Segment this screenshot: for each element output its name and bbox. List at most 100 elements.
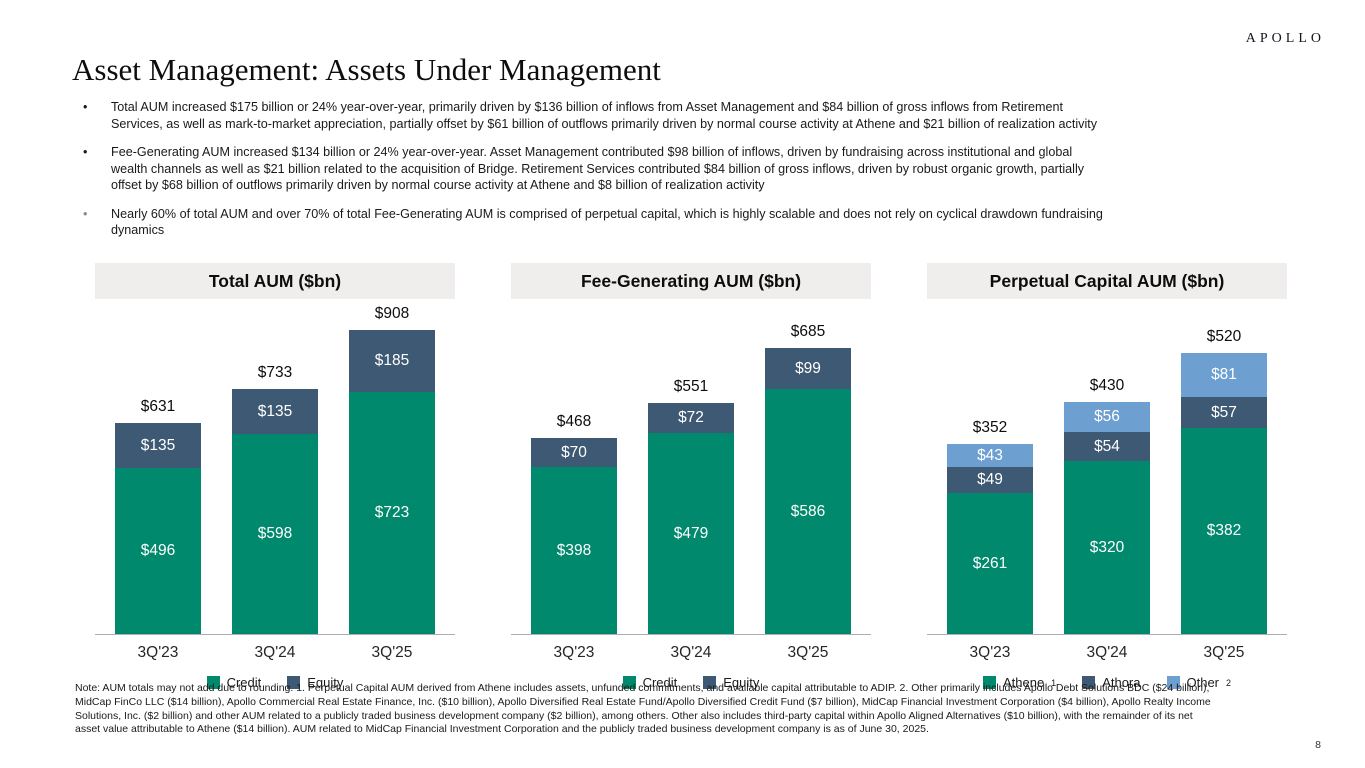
- bar-segment-credit: $496: [115, 468, 201, 634]
- bullet-text-fee-generating-aum: Fee-Generating AUM increased $134 billio…: [111, 145, 1085, 192]
- bar-segment-equity: $135: [115, 423, 201, 468]
- charts-row: Total AUM ($bn) $631 $135 $496 $733 $135 $598 $…: [95, 263, 1287, 690]
- chart-title: Total AUM ($bn): [95, 263, 455, 299]
- legend-label: Other: [1186, 675, 1220, 690]
- bullet-text-perpetual-capital: Nearly 60% of total AUM and over 70% of …: [111, 206, 1103, 238]
- page-title: Asset Management: Assets Under Managemen…: [72, 52, 661, 87]
- chart-2: Perpetual Capital AUM ($bn) $352 $43 $49 $26…: [927, 263, 1287, 690]
- apollo-logo: APOLLO: [1245, 31, 1325, 46]
- legend-swatch: [982, 676, 996, 689]
- legend-label: Athene: [1002, 675, 1045, 690]
- legend-swatch: [206, 676, 220, 689]
- legend-item-athora: Athora: [1082, 675, 1141, 690]
- bar-total-label: $520: [1206, 328, 1242, 345]
- page-number: 8: [1315, 739, 1321, 751]
- x-tick-label: 3Q'24: [254, 644, 296, 661]
- plot-area: $631 $135 $496 $733 $135 $598 $908 $185 $723: [95, 299, 455, 635]
- legend: Athene 1 Athora Other 2: [927, 675, 1287, 690]
- bar-total-label: $430: [1089, 377, 1125, 394]
- legend-label: Equity: [723, 675, 760, 690]
- bar-segment-athene: $382: [1181, 428, 1267, 634]
- bar-total-label: $733: [257, 364, 293, 381]
- bar-column: $685 $99 $586: [765, 323, 851, 634]
- legend: Credit Equity: [511, 675, 871, 690]
- bar-column: $733 $135 $598: [232, 364, 318, 634]
- plot-area: $352 $43 $49 $261 $430 $56 $54 $320 $520 $81 $57 $3…: [927, 299, 1287, 635]
- bar-segment-equity: $99: [765, 348, 851, 389]
- bar-total-label: $352: [972, 419, 1008, 436]
- bar-segment-equity: $72: [648, 403, 734, 433]
- bullet-marker: •: [83, 206, 88, 221]
- bar-total-label: $631: [140, 398, 176, 415]
- legend-label: Athora: [1102, 675, 1141, 690]
- bar-segment-athora: $49: [947, 467, 1033, 493]
- bar-segment-other: $43: [947, 444, 1033, 467]
- x-tick-label: 3Q'24: [1086, 644, 1128, 661]
- chart-0: Total AUM ($bn) $631 $135 $496 $733 $135 $598 $…: [95, 263, 455, 690]
- bar-segment-athene: $261: [947, 493, 1033, 634]
- legend-item-equity: Equity: [703, 675, 759, 690]
- legend-swatch: [1082, 676, 1096, 689]
- bar-total-label: $908: [374, 305, 410, 322]
- legend-swatch: [703, 676, 717, 689]
- legend-item-athene: Athene 1: [982, 675, 1056, 690]
- bullet-item: • Fee-Generating AUM increased $134 bill…: [78, 144, 1298, 194]
- bullet-item: • Total AUM increased $175 billion or 24…: [78, 99, 1298, 132]
- x-axis-labels: 3Q'23 3Q'24 3Q'25: [95, 644, 455, 662]
- legend-swatch: [1166, 676, 1180, 689]
- bullet-list: • Total AUM increased $175 billion or 24…: [78, 99, 1298, 239]
- bar-segment-athora: $54: [1064, 432, 1150, 461]
- footnote: Note: AUM totals may not add due to roun…: [75, 682, 1211, 736]
- legend-label: Equity: [307, 675, 344, 690]
- bar-column: $520 $81 $57 $382: [1181, 328, 1267, 634]
- chart-title: Perpetual Capital AUM ($bn): [927, 263, 1287, 299]
- x-tick-label: 3Q'25: [787, 644, 829, 661]
- x-axis-labels: 3Q'23 3Q'24 3Q'25: [927, 644, 1287, 662]
- x-tick-label: 3Q'23: [553, 644, 595, 661]
- legend-item-equity: Equity: [287, 675, 343, 690]
- bar-segment-equity: $185: [349, 330, 435, 392]
- legend-label: Credit: [642, 675, 678, 690]
- x-tick-label: 3Q'24: [670, 644, 712, 661]
- bullet-item: • Nearly 60% of total AUM and over 70% o…: [78, 206, 1298, 239]
- bar-segment-other: $56: [1064, 402, 1150, 432]
- legend-swatch: [287, 676, 301, 689]
- bar-column: $631 $135 $496: [115, 398, 201, 634]
- chart-title: Fee-Generating AUM ($bn): [511, 263, 871, 299]
- x-tick-label: 3Q'25: [1203, 644, 1245, 661]
- bar-column: $352 $43 $49 $261: [947, 419, 1033, 634]
- bar-segment-credit: $398: [531, 467, 617, 634]
- bullet-text-total-aum: Total AUM increased $175 billion or 24% …: [111, 100, 1098, 131]
- legend: Credit Equity: [95, 675, 455, 690]
- bullet-marker: •: [83, 145, 88, 159]
- legend-swatch: [622, 676, 636, 689]
- bar-total-label: $551: [673, 378, 709, 395]
- bar-column: $551 $72 $479: [648, 378, 734, 634]
- bar-segment-athene: $320: [1064, 461, 1150, 634]
- bar-segment-credit: $598: [232, 434, 318, 634]
- x-axis-labels: 3Q'23 3Q'24 3Q'25: [511, 644, 871, 662]
- bar-segment-other: $81: [1181, 353, 1267, 397]
- bar-total-label: $685: [790, 323, 826, 340]
- bar-column: $908 $185 $723: [349, 305, 435, 634]
- bar-segment-equity: $135: [232, 389, 318, 434]
- legend-item-other: Other 2: [1166, 675, 1231, 690]
- x-tick-label: 3Q'23: [969, 644, 1011, 661]
- legend-label: Credit: [226, 675, 262, 690]
- x-tick-label: 3Q'25: [371, 644, 413, 661]
- bullet-marker: •: [83, 100, 88, 114]
- bar-total-label: $468: [556, 413, 592, 430]
- bar-segment-credit: $586: [765, 389, 851, 634]
- plot-area: $468 $70 $398 $551 $72 $479 $685 $99 $586: [511, 299, 871, 635]
- bar-column: $430 $56 $54 $320: [1064, 377, 1150, 634]
- bar-segment-credit: $479: [648, 433, 734, 634]
- legend-item-credit: Credit: [206, 675, 262, 690]
- bar-column: $468 $70 $398: [531, 413, 617, 634]
- x-tick-label: 3Q'23: [137, 644, 179, 661]
- legend-item-credit: Credit: [622, 675, 678, 690]
- bar-segment-athora: $57: [1181, 397, 1267, 428]
- chart-1: Fee-Generating AUM ($bn) $468 $70 $398 $551 $…: [511, 263, 871, 690]
- bar-segment-equity: $70: [531, 438, 617, 467]
- bar-segment-credit: $723: [349, 392, 435, 634]
